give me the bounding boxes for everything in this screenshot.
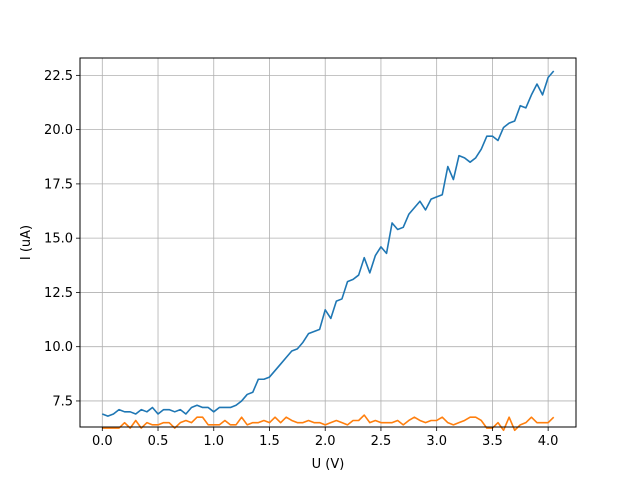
y-axis-ticks: 7.5 10.0 12.5 15.0 17.5 20.0 22.5	[44, 69, 80, 409]
x-tick-label: 2.0	[315, 434, 336, 449]
plot-area-background	[80, 58, 576, 427]
x-tick-label: 0.0	[92, 434, 113, 449]
x-tick-label: 1.0	[203, 434, 224, 449]
x-tick-label: 3.5	[482, 434, 503, 449]
x-axis-ticks: 0.0 0.5 1.0 1.5 2.0 2.5 3.0 3.5 4.0	[92, 427, 559, 449]
series-line-1	[102, 70, 555, 417]
series-lines	[102, 70, 555, 432]
x-tick-label: 1.5	[259, 434, 280, 449]
y-tick-label: 17.5	[44, 177, 73, 192]
y-tick-label: 12.5	[44, 286, 73, 301]
x-tick-label: 4.0	[538, 434, 559, 449]
x-axis-label: U (V)	[312, 457, 345, 472]
y-axis-label: I (uA)	[19, 225, 34, 260]
y-tick-label: 20.0	[44, 123, 73, 138]
grid-lines	[80, 58, 576, 427]
x-tick-label: 3.0	[426, 434, 447, 449]
series-line-2	[102, 414, 555, 432]
plot-frame	[79, 57, 577, 428]
y-tick-label: 15.0	[44, 232, 73, 247]
y-tick-label: 10.0	[44, 340, 73, 355]
x-tick-label: 0.5	[148, 434, 169, 449]
y-tick-label: 7.5	[52, 394, 73, 409]
y-tick-label: 22.5	[44, 69, 73, 84]
x-tick-label: 2.5	[371, 434, 392, 449]
